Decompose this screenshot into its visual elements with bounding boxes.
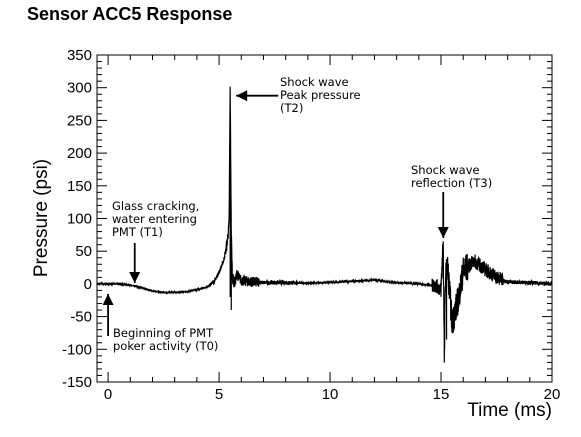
annotation-t2: Shock wave [280,75,349,89]
x-tick-label: 5 [215,386,223,403]
y-tick-label: 50 [75,243,92,260]
annotation-t0: poker activity (T0) [113,339,218,353]
x-tick-label: 15 [433,386,450,403]
annotation-arrowhead [236,90,248,102]
annotation-arrowhead [129,272,141,283]
annotation-arrowhead [437,227,449,238]
annotation-t1: PMT (T1) [112,225,163,239]
y-tick-label: -50 [70,309,92,326]
y-tick-label: -150 [62,374,92,391]
annotation-t3: reflection (T3) [411,176,492,190]
annotation-t1: water entering [112,212,197,226]
x-tick-label: 0 [104,386,112,403]
annotation-arrowhead [102,294,114,305]
annotation-t2: (T2) [280,101,303,115]
annotation-t2: Peak pressure [280,88,361,102]
y-tick-label: 250 [67,112,92,129]
x-tick-label: 20 [544,386,561,403]
tick-labels: 0 5 10 15 20 -150 -100 -50 0 50 100 150 200 250 300 350 [62,47,560,403]
y-tick-label: 100 [67,211,92,228]
y-tick-label: 300 [67,80,92,97]
y-tick-label: 200 [67,145,92,162]
x-axis-label: Time (ms) [467,400,552,421]
y-tick-label: 150 [67,178,92,195]
chart-title: Sensor ACC5 Response [27,4,233,24]
y-tick-label: 350 [67,47,92,64]
annotation-t1: Glass cracking, [112,199,199,213]
y-tick-label: 0 [84,276,92,293]
y-tick-label: -100 [62,341,92,358]
y-axis-label: Pressure (psi) [31,159,52,277]
annotation-t3: Shock wave [411,163,480,177]
x-tick-label: 10 [322,386,339,403]
plot-frame [96,54,553,383]
annotation-t0: Beginning of PMT [113,326,214,340]
